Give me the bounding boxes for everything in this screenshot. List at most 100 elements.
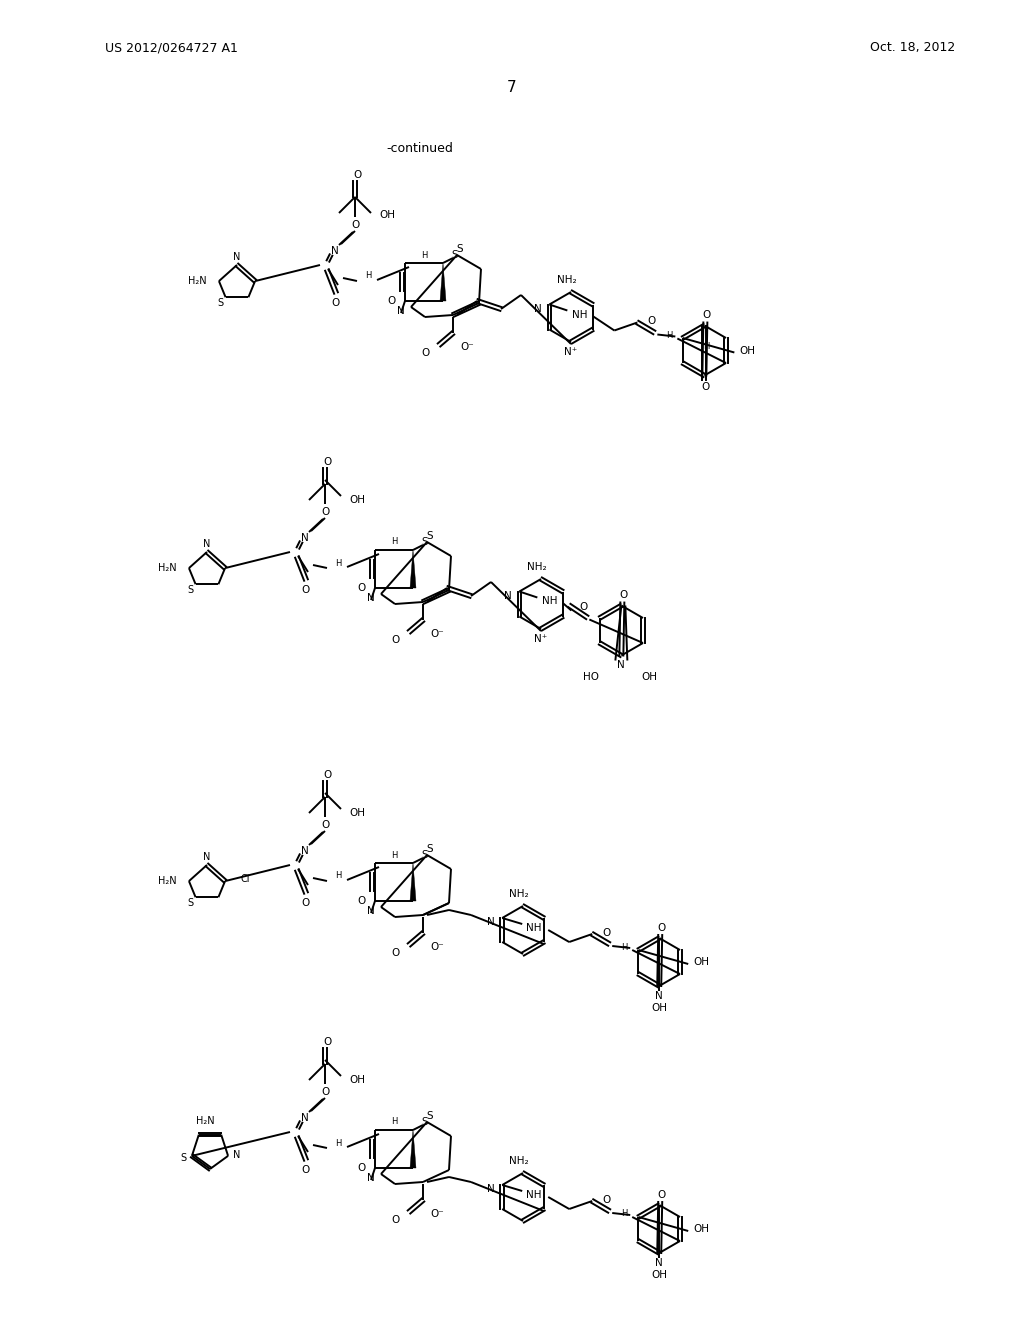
Text: O: O — [657, 1191, 666, 1200]
Text: O: O — [580, 602, 588, 612]
Text: N: N — [504, 591, 512, 601]
Text: N: N — [233, 252, 241, 261]
Text: O: O — [357, 1163, 367, 1173]
Polygon shape — [410, 1130, 416, 1168]
Text: OH: OH — [651, 1003, 668, 1012]
Text: O⁻: O⁻ — [460, 342, 474, 352]
Text: O: O — [391, 635, 399, 645]
Text: -continued: -continued — [387, 141, 454, 154]
Polygon shape — [410, 863, 416, 902]
Text: N: N — [301, 533, 309, 543]
Text: Cl: Cl — [241, 874, 250, 884]
Text: O: O — [647, 317, 655, 326]
Text: N: N — [487, 917, 495, 927]
Text: H: H — [335, 558, 341, 568]
Text: NH₂: NH₂ — [557, 275, 577, 285]
Text: NH₂: NH₂ — [527, 562, 547, 572]
Text: O: O — [321, 820, 329, 830]
Text: H: H — [391, 1118, 397, 1126]
Text: O: O — [323, 1038, 331, 1047]
Text: NH: NH — [526, 1191, 542, 1200]
Text: S: S — [422, 1117, 428, 1127]
Text: O: O — [353, 170, 361, 180]
Text: H: H — [421, 251, 427, 260]
Text: O: O — [391, 1214, 399, 1225]
Text: H: H — [391, 850, 397, 859]
Text: O: O — [702, 310, 711, 321]
Text: N: N — [301, 846, 309, 855]
Text: O: O — [391, 948, 399, 958]
Text: NH: NH — [542, 597, 557, 606]
Text: N⁺: N⁺ — [535, 634, 548, 644]
Text: S: S — [422, 850, 428, 861]
Text: OH: OH — [379, 210, 395, 220]
Text: OH: OH — [693, 957, 710, 968]
Text: O: O — [602, 928, 610, 939]
Text: S: S — [180, 1152, 186, 1163]
Text: N: N — [368, 593, 375, 603]
Text: N: N — [535, 304, 542, 314]
Text: O: O — [321, 507, 329, 517]
Text: O⁻: O⁻ — [430, 630, 443, 639]
Text: H: H — [335, 1138, 341, 1147]
Text: O: O — [302, 898, 310, 908]
Text: O⁻: O⁻ — [430, 942, 443, 952]
Text: O: O — [701, 383, 710, 392]
Text: H₂N: H₂N — [158, 876, 176, 886]
Text: OH: OH — [739, 346, 756, 355]
Text: N: N — [233, 1150, 241, 1160]
Text: NH: NH — [526, 923, 542, 933]
Text: S: S — [187, 898, 194, 908]
Text: N: N — [487, 1184, 495, 1195]
Text: H: H — [703, 342, 710, 351]
Text: H: H — [621, 1209, 628, 1218]
Text: O: O — [357, 896, 367, 906]
Text: O: O — [657, 923, 666, 933]
Text: H: H — [621, 942, 628, 952]
Text: S: S — [427, 1111, 433, 1121]
Text: N: N — [204, 539, 211, 549]
Text: N: N — [301, 1113, 309, 1123]
Text: OH: OH — [641, 672, 657, 682]
Text: N: N — [331, 246, 339, 256]
Text: NH₂: NH₂ — [509, 888, 528, 899]
Text: OH: OH — [693, 1224, 710, 1234]
Text: S: S — [427, 531, 433, 541]
Text: O: O — [357, 583, 367, 593]
Polygon shape — [410, 550, 416, 587]
Text: S: S — [422, 537, 428, 546]
Text: O: O — [321, 1086, 329, 1097]
Text: O⁻: O⁻ — [430, 1209, 443, 1218]
Text: H: H — [667, 331, 673, 341]
Text: O: O — [302, 1166, 310, 1175]
Text: US 2012/0264727 A1: US 2012/0264727 A1 — [105, 41, 238, 54]
Polygon shape — [440, 263, 446, 301]
Text: H: H — [365, 272, 371, 281]
Text: S: S — [457, 244, 463, 253]
Text: OH: OH — [349, 808, 365, 818]
Text: O: O — [332, 298, 340, 308]
Text: HO: HO — [584, 672, 599, 682]
Text: S: S — [452, 249, 459, 260]
Text: N: N — [655, 991, 664, 1001]
Text: O: O — [351, 220, 359, 230]
Text: 7: 7 — [507, 81, 517, 95]
Text: OH: OH — [349, 1074, 365, 1085]
Text: S: S — [427, 843, 433, 854]
Text: O: O — [323, 770, 331, 780]
Text: N: N — [368, 906, 375, 916]
Text: H₂N: H₂N — [196, 1115, 214, 1126]
Text: O: O — [602, 1195, 610, 1205]
Text: H: H — [391, 537, 397, 546]
Text: N: N — [204, 851, 211, 862]
Text: N: N — [655, 1258, 664, 1269]
Text: O: O — [421, 348, 429, 358]
Text: O: O — [302, 585, 310, 595]
Text: S: S — [217, 298, 223, 309]
Text: S: S — [187, 585, 194, 595]
Text: H: H — [335, 871, 341, 880]
Text: H₂N: H₂N — [187, 276, 206, 286]
Text: N: N — [397, 306, 404, 315]
Text: O: O — [620, 590, 628, 601]
Text: NH: NH — [571, 309, 587, 319]
